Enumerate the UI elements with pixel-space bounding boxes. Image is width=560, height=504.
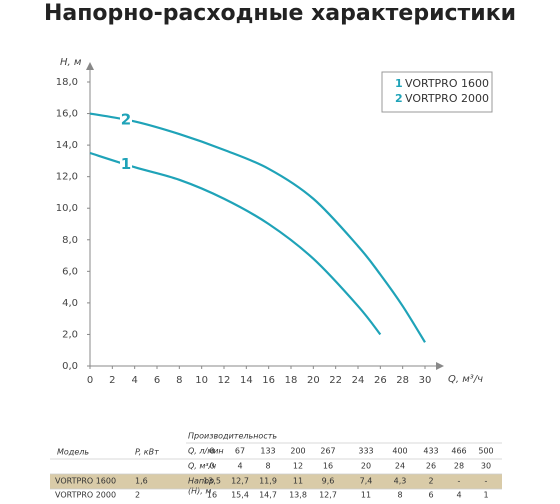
curve-label-bg xyxy=(120,111,132,128)
x-tick-label: 12 xyxy=(218,375,231,386)
x-tick-label: 14 xyxy=(240,375,253,386)
table-header: (Н), м xyxy=(188,487,211,496)
table-cell: 12,7 xyxy=(319,491,337,500)
x-axis-label: Q, м³/ч xyxy=(448,374,483,385)
x-arrow xyxy=(436,362,444,370)
table-header: P, кВт xyxy=(135,448,159,457)
table-cell: VORTPRO 1600 xyxy=(55,477,116,486)
page-title: Напорно-расходные характеристики xyxy=(44,1,516,26)
x-tick-label: 16 xyxy=(262,375,275,386)
table-cell: 11 xyxy=(293,477,303,486)
table-cell: - xyxy=(458,477,461,486)
table-cell: 16 xyxy=(323,462,333,471)
table-cell: 0 xyxy=(209,462,214,471)
x-tick-label: 18 xyxy=(285,375,298,386)
table-cell: 20 xyxy=(361,462,371,471)
x-tick-label: 26 xyxy=(374,375,387,386)
table-cell: 400 xyxy=(392,447,407,456)
legend-box xyxy=(381,71,493,113)
table-cell: 8 xyxy=(265,462,270,471)
x-tick-label: 30 xyxy=(419,375,432,386)
curve-label: 2 xyxy=(121,110,131,128)
x-tick-label: 24 xyxy=(352,375,365,386)
y-tick-label: 18,0 xyxy=(56,77,78,88)
table-cell: 28 xyxy=(454,462,464,471)
table-cell: 26 xyxy=(426,462,436,471)
table-cell: 466 xyxy=(451,447,466,456)
x-tick-label: 0 xyxy=(87,375,93,386)
table-cell: 4,3 xyxy=(394,477,407,486)
curve-label: 1 xyxy=(121,155,131,173)
table-cell: 2 xyxy=(428,477,433,486)
table-cell: 9,6 xyxy=(322,477,335,486)
legend-number: 1 xyxy=(395,77,403,90)
y-tick-label: 0,0 xyxy=(62,361,78,372)
y-tick-label: 14,0 xyxy=(56,140,78,151)
table-cell: 4 xyxy=(237,462,242,471)
curve-label-bg xyxy=(120,156,132,173)
table-header: Q, л/мин xyxy=(188,447,224,456)
table-cell: 11,9 xyxy=(259,477,277,486)
table-cell: 24 xyxy=(395,462,405,471)
legend-label: VORTPRO 2000 xyxy=(405,92,489,105)
table-cell: 16 xyxy=(207,491,217,500)
y-tick-label: 16,0 xyxy=(56,109,78,120)
table-cell: 4 xyxy=(456,491,461,500)
table-cell: 7,4 xyxy=(360,477,373,486)
table-cell: 2 xyxy=(135,491,140,500)
table-cell: 12,7 xyxy=(231,477,249,486)
table-cell: 133 xyxy=(260,447,275,456)
table-cell: 13,5 xyxy=(203,477,221,486)
table-cell: 30 xyxy=(481,462,491,471)
x-tick-label: 28 xyxy=(396,375,409,386)
series-line xyxy=(89,112,426,343)
y-tick-label: 6,0 xyxy=(62,266,78,277)
table-cell: 8 xyxy=(397,491,402,500)
table-cell: 333 xyxy=(358,447,373,456)
y-tick-label: 12,0 xyxy=(56,172,78,183)
table-cell: - xyxy=(485,477,488,486)
table-cell: 1,6 xyxy=(135,477,148,486)
table-header: Модель xyxy=(57,448,89,457)
y-arrow xyxy=(86,62,94,70)
x-tick-label: 8 xyxy=(176,375,182,386)
table-cell: 1 xyxy=(483,491,488,500)
row-highlight xyxy=(50,474,502,489)
x-tick-label: 20 xyxy=(307,375,320,386)
series-line xyxy=(89,151,382,336)
table-cell: 14,7 xyxy=(259,491,277,500)
y-axis-label: H, м xyxy=(60,57,82,68)
table-cell: 267 xyxy=(320,447,335,456)
x-tick-label: 4 xyxy=(131,375,137,386)
table-cell: VORTPRO 2000 xyxy=(55,491,116,500)
legend-number: 2 xyxy=(395,92,403,105)
table-cell: 11 xyxy=(361,491,371,500)
table-cell: 15,4 xyxy=(231,491,249,500)
x-tick-label: 10 xyxy=(195,375,208,386)
y-tick-label: 2,0 xyxy=(62,329,78,340)
table-header: Напор xyxy=(188,477,214,486)
table-cell: 13,8 xyxy=(289,491,307,500)
table-cell: 67 xyxy=(235,447,245,456)
table-cell: 500 xyxy=(478,447,493,456)
x-tick-label: 6 xyxy=(154,375,160,386)
table-cell: 200 xyxy=(290,447,305,456)
x-tick-label: 22 xyxy=(329,375,342,386)
y-tick-label: 4,0 xyxy=(62,298,78,309)
table-header: Q, м³/ч xyxy=(188,462,216,471)
table-cell: 0 xyxy=(209,447,214,456)
table-header: Производительность xyxy=(188,432,277,441)
y-tick-label: 10,0 xyxy=(56,203,78,214)
table-cell: 433 xyxy=(423,447,438,456)
y-tick-label: 8,0 xyxy=(62,235,78,246)
table-cell: 12 xyxy=(293,462,303,471)
x-tick-label: 2 xyxy=(109,375,115,386)
table-cell: 6 xyxy=(428,491,433,500)
legend-label: VORTPRO 1600 xyxy=(405,77,489,90)
